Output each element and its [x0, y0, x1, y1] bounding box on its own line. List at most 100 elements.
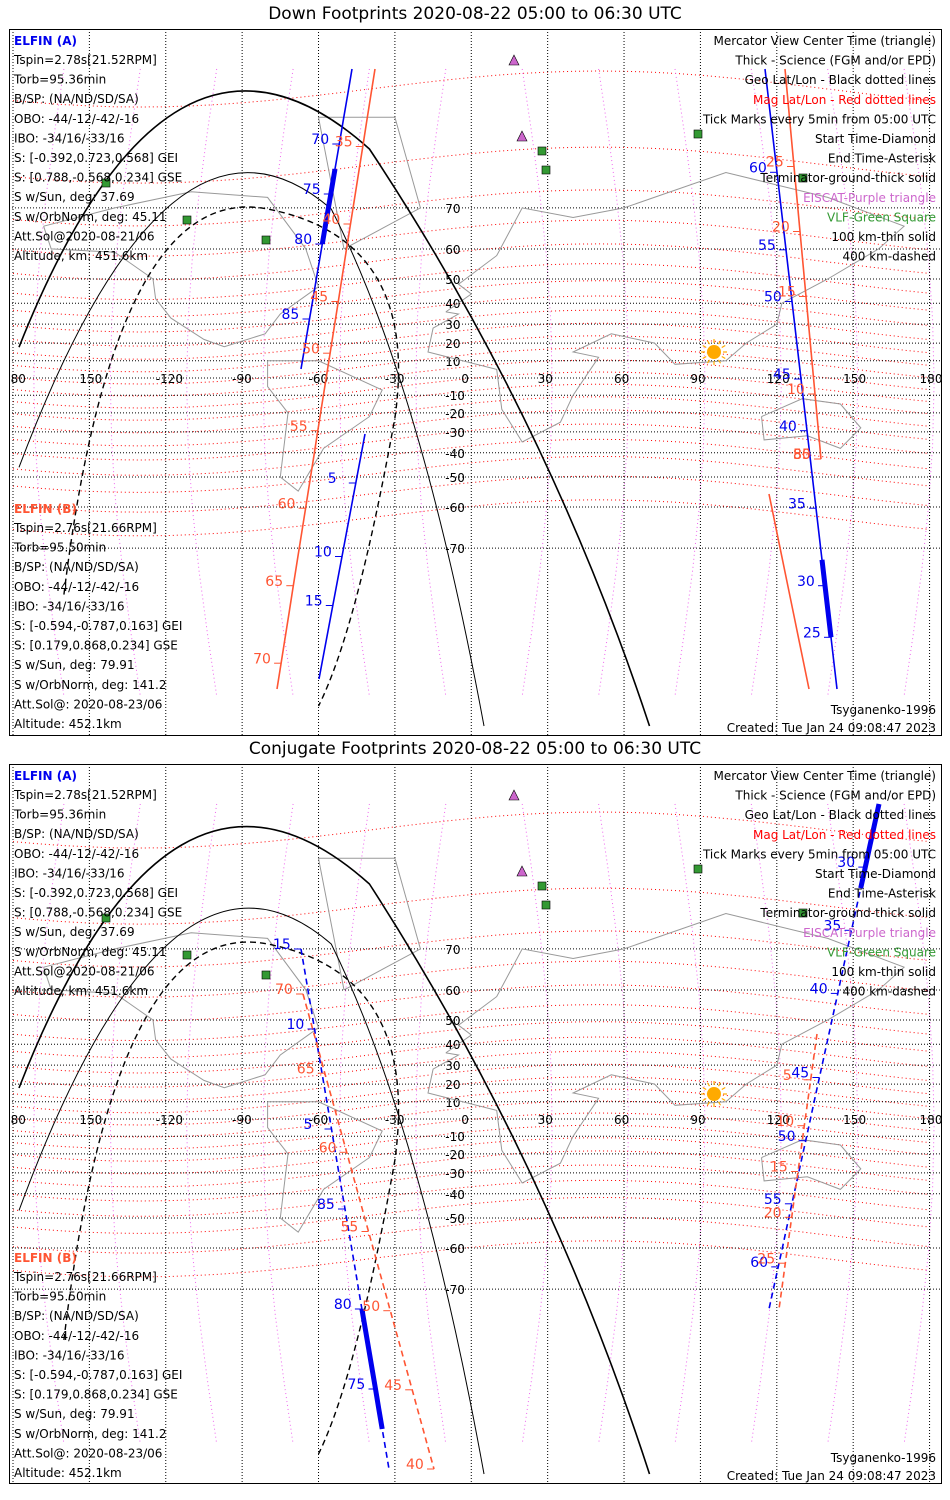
lat-tick-label: 70: [445, 943, 460, 957]
terminator-curve: [18, 825, 651, 1475]
sat-b-track-east-lower: [768, 493, 810, 690]
mag-lat-line: [12, 1088, 930, 1126]
track-tick-label: 60: [278, 496, 296, 512]
sat-b-info-line: B/SP: (NA/ND/SD/SA): [14, 1309, 139, 1323]
track-tick-label: 40: [779, 419, 797, 435]
lat-tick-label: 10: [445, 1096, 460, 1110]
track-tick-label: 5: [783, 1068, 792, 1084]
sat-b-info-line: IBO: -34/16/-33/16: [14, 1348, 125, 1362]
lon-tick-label: -60: [309, 1113, 329, 1127]
footprint-100km-curve: [18, 172, 485, 727]
sun-icon: [707, 345, 721, 359]
sat-a-track-west-science: [319, 168, 338, 245]
lon-tick-label: 150: [843, 372, 866, 386]
mag-lat-line: [12, 347, 930, 385]
legend-line: Tick Marks every 5min from 05:00 UTC: [702, 847, 936, 861]
mag-lat-line: [12, 189, 930, 227]
lat-tick-label: -20: [445, 407, 465, 421]
track-tick-label: 85: [793, 447, 811, 463]
mag-lon-line: [903, 68, 935, 697]
track-tick-label: 45: [310, 290, 328, 306]
legend-line: Terminator-ground-thick solid: [759, 906, 936, 920]
green-square-icon: [261, 235, 271, 245]
track-tick-label: 50: [778, 1129, 796, 1145]
mag-lat-line: [12, 984, 930, 1022]
lat-tick-label: -70: [445, 542, 465, 556]
track-tick-label: 55: [290, 419, 308, 435]
legend-line: Geo Lat/Lon - Black dotted lines: [745, 808, 936, 822]
lat-tick-label: -50: [445, 1212, 465, 1226]
track-tick-label: 30: [837, 855, 855, 871]
mag-lat-line: [12, 960, 930, 998]
sun-icon: [707, 1087, 721, 1101]
legend-line: End Time-Asterisk: [828, 152, 936, 166]
lat-tick-label: 40: [445, 1038, 460, 1052]
sat-a-info-line: OBO: -44/-12/-42/-16: [14, 112, 139, 126]
lat-tick-label: -30: [445, 426, 465, 440]
track-tick-label: 5: [793, 447, 802, 463]
lat-tick-label: 60: [445, 984, 460, 998]
sun-ray: [706, 1101, 711, 1106]
lon-tick-label: -90: [232, 372, 252, 386]
lat-tick-label: -40: [445, 1188, 465, 1202]
lon-tick-label: -120: [156, 1113, 183, 1127]
track-tick-label: 15: [305, 594, 323, 610]
mag-lon-line: [750, 68, 782, 697]
track-tick-label: 30: [797, 574, 815, 590]
lon-tick-label: 120: [767, 1113, 790, 1127]
lon-tick-label: 0: [461, 1113, 469, 1127]
coastline: [43, 191, 320, 348]
down-footprints-map: 70605040302010-10-20-30-40-50-60-7018015…: [9, 29, 942, 736]
sun-ray: [721, 355, 726, 360]
track-tick-label: 25: [757, 1251, 775, 1267]
sun-ray: [717, 340, 722, 345]
coastline: [317, 857, 421, 991]
sat-a-title: ELFIN (A): [14, 34, 77, 48]
track-tick-label: 75: [303, 182, 321, 198]
mag-lon-line: [109, 68, 141, 697]
down-footprints-title: Down Footprints 2020-08-22 05:00 to 06:3…: [268, 4, 682, 24]
sun-ray: [721, 1097, 726, 1102]
legend-line: Terminator-ground-thick solid: [759, 171, 936, 185]
created-timestamp: Created: Tue Jan 24 09:08:47 2023: [727, 1469, 936, 1483]
sat-a-info-line: S: [-0.392,0.723,0.568] GEI: [14, 151, 178, 165]
track-tick-label: 35: [788, 496, 806, 512]
map-frame: [9, 764, 942, 1484]
green-square-icon: [541, 900, 551, 910]
legend-line: Geo Lat/Lon - Black dotted lines: [745, 73, 936, 87]
lon-tick-label: -30: [385, 372, 405, 386]
coastline: [427, 171, 906, 443]
model-label: Tsyganenko-1996: [830, 1451, 936, 1465]
sat-b-info-line: IBO: -34/16/-33/16: [14, 599, 125, 613]
legend-line: 100 km-thin solid: [831, 230, 936, 244]
mag-lon-line: [338, 68, 370, 697]
lat-tick-label: 30: [445, 318, 460, 332]
lon-tick-label: 90: [690, 1113, 705, 1127]
green-square-icon: [182, 950, 192, 960]
track-tick-label: 65: [265, 574, 283, 590]
lat-tick-label: 60: [445, 243, 460, 257]
legend-line: EISCAT-Purple triangle: [803, 191, 936, 205]
mag-lat-line: [12, 1137, 930, 1175]
track-tick-label: 45: [773, 367, 791, 383]
track-tick-label: 55: [764, 1192, 782, 1208]
lon-tick-label: 90: [690, 372, 705, 386]
coastline: [43, 932, 320, 1089]
lon-tick-label: 180: [920, 1113, 942, 1127]
sat-b-info-line: Torb=95.50min: [13, 541, 106, 555]
lat-tick-label: 50: [445, 1014, 460, 1028]
lat-tick-label: -70: [445, 1283, 465, 1297]
mag-lon-line: [415, 68, 447, 697]
sun-ray: [706, 1082, 711, 1087]
green-square-icon: [537, 881, 547, 891]
mag-lon-line: [262, 68, 294, 697]
sat-a-info-line: B/SP: (NA/ND/SD/SA): [14, 827, 139, 841]
sun-ray: [702, 344, 707, 349]
track-tick-label: 15: [778, 285, 796, 301]
mag-lat-line: [12, 335, 930, 373]
track-tick-label: 35: [335, 135, 353, 151]
track-tick-label: 5: [304, 1117, 313, 1133]
sat-b-info-line: S: [-0.594,-0.787,0.163] GEI: [14, 619, 182, 633]
sun-ray: [717, 1082, 722, 1087]
legend-line: 400 km-dashed: [842, 250, 936, 264]
